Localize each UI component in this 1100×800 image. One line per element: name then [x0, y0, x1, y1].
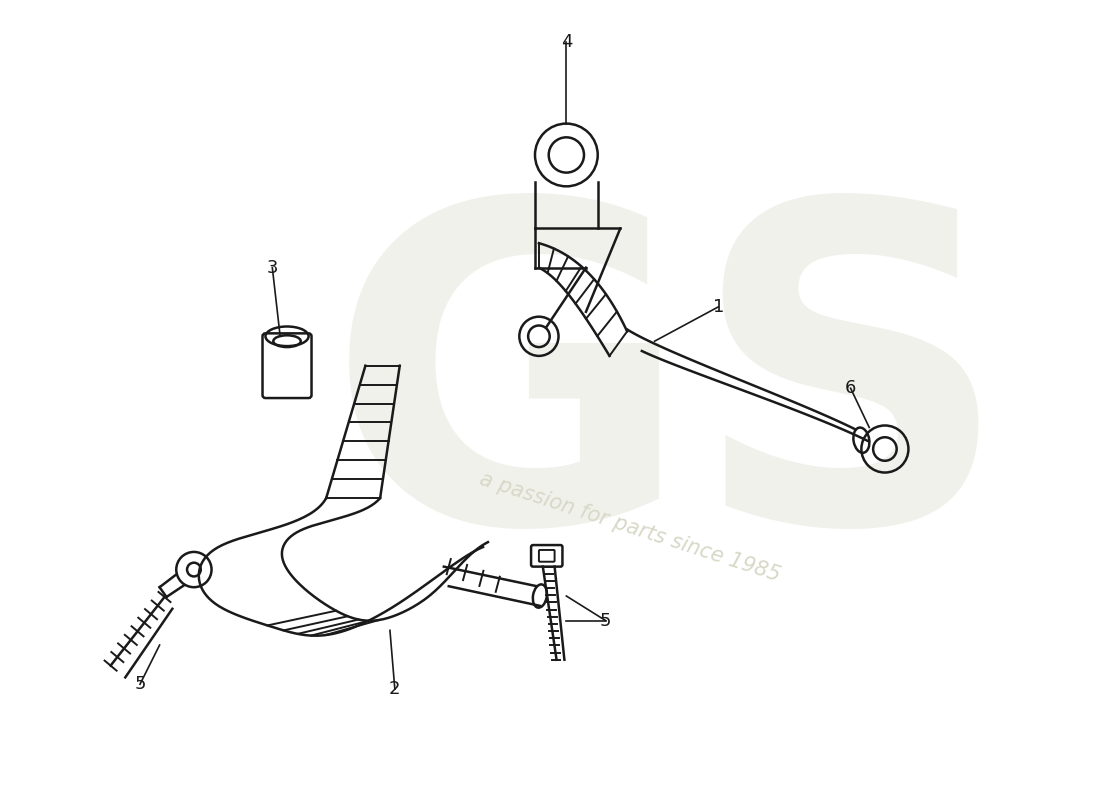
Text: GS: GS	[327, 185, 1012, 615]
Text: 2: 2	[389, 680, 400, 698]
Text: a passion for parts since 1985: a passion for parts since 1985	[477, 470, 783, 586]
Text: 5: 5	[134, 675, 145, 694]
Text: 1: 1	[713, 298, 724, 316]
Text: 3: 3	[266, 258, 278, 277]
Text: 4: 4	[561, 34, 572, 51]
Text: 5: 5	[600, 611, 612, 630]
Text: 6: 6	[845, 379, 856, 398]
